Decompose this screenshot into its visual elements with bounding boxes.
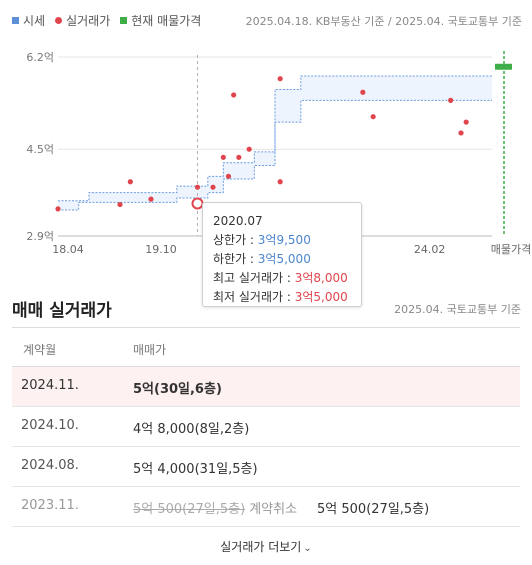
x-tick-label: 18.04 <box>52 243 84 256</box>
actual-price-point <box>220 154 226 160</box>
y-tick-label: 2.9억 <box>26 230 54 243</box>
section-title: 매매 실거래가 <box>12 301 112 321</box>
row-price: 4억 8,000(8일,2층) <box>133 422 250 437</box>
legend-item-market-price[interactable]: 시세 <box>12 12 45 29</box>
table-header: 계약월 매매가 <box>12 327 520 367</box>
tooltip-date: 2020.07 <box>213 214 263 228</box>
row-month: 2023.11. <box>21 498 79 513</box>
actual-price-point <box>448 97 454 103</box>
table-row[interactable]: 2024.11. 5억(30일,6층) <box>12 367 520 407</box>
actual-price-point <box>194 184 201 190</box>
chevron-down-icon: ⌄ <box>303 543 312 554</box>
actual-price-point <box>148 196 154 202</box>
actual-price-point <box>277 76 283 82</box>
row-price: 5억(30일,6층) <box>133 382 222 397</box>
legend-label-market-price: 시세 <box>23 14 46 28</box>
chart-tooltip: 2020.07 상한가 : 3억9,500 하한가 : 3억5,000 최고 실… <box>202 202 362 307</box>
tooltip-upper-row: 상한가 : 3억9,500 <box>213 231 352 250</box>
tooltip-min-value: 3억5,000 <box>294 290 348 304</box>
actual-price-point <box>231 92 237 98</box>
more-transactions-link[interactable]: 실거래가 더보기 ⌄ <box>0 538 532 555</box>
table-row[interactable]: 2024.10. 4억 8,000(8일,2층) <box>12 407 520 447</box>
row-month: 2024.08. <box>21 458 79 473</box>
tooltip-max-row: 최고 실거래가 : 3억8,000 <box>213 269 352 288</box>
legend-item-actual-price[interactable]: 실거래가 <box>55 12 110 29</box>
table-row-cancelled[interactable]: 2023.11. 5억 500(27일,5층) 계약취소 5억 500(27일,5층… <box>12 487 520 527</box>
cancelled-price: 5억 500(27일,5층) <box>133 502 246 517</box>
actual-price-point <box>458 130 464 136</box>
y-tick-label: 6.2억 <box>26 51 54 64</box>
actual-price-point <box>55 206 61 212</box>
row-month: 2024.10. <box>21 418 79 433</box>
more-transactions-label: 실거래가 더보기 <box>220 540 302 554</box>
transaction-table: 계약월 매매가 2024.11. 5억(30일,6층) 2024.10. 4억 … <box>12 327 520 527</box>
legend-swatch-listing-price <box>120 17 128 24</box>
legend-swatch-market-price <box>12 17 19 24</box>
section-source-note: 2025.04. 국토교통부 기준 <box>394 303 521 316</box>
actual-price-point <box>127 179 133 185</box>
actual-price-point <box>210 184 216 190</box>
row-price: 5억 4,000(31일,5층) <box>133 462 258 477</box>
tooltip-lower-row: 하한가 : 3억5,000 <box>213 250 352 269</box>
row-price: 5억 500(27일,5층) <box>317 502 430 517</box>
market-price-lower-line <box>58 99 492 211</box>
actual-price-point <box>463 119 469 125</box>
actual-price-point <box>225 173 232 179</box>
chart-source-note: 2025.04.18. KB부동산 기준 / 2025.04. 국토교통부 기준 <box>245 15 522 28</box>
x-end-label: 매물가격 <box>491 243 531 256</box>
actual-price-point <box>277 179 283 185</box>
actual-price-point <box>236 154 242 160</box>
header-sale-price: 매매가 <box>133 343 167 357</box>
actual-price-point <box>117 201 123 208</box>
y-tick-label: 4.5억 <box>26 143 54 156</box>
price-chart[interactable]: 6.2억 4.5억 2.9억 18.04 19.10 24.02 매물가격 <box>0 35 532 260</box>
legend-swatch-actual-price <box>55 17 63 24</box>
chart-legend-row: 시세 실거래가 현재 매물가격 2025.04.18. KB부동산 기준 / 2… <box>12 12 522 30</box>
legend-label-actual-price: 실거래가 <box>66 14 111 28</box>
tooltip-max-label: 최고 실거래가 : <box>213 271 295 285</box>
tooltip-lower-label: 하한가 : <box>213 252 258 266</box>
tooltip-lower-value: 3억5,000 <box>257 252 311 266</box>
tooltip-max-value: 3억8,000 <box>294 271 348 285</box>
actual-price-point <box>360 89 366 95</box>
hovered-point-marker <box>191 197 204 210</box>
table-row[interactable]: 2024.08. 5억 4,000(31일,5층) <box>12 447 520 487</box>
market-price-band <box>58 75 492 210</box>
tooltip-upper-value: 3억9,500 <box>257 233 311 247</box>
tooltip-min-row: 최저 실거래가 : 3억5,000 <box>213 288 352 307</box>
header-contract-month: 계약월 <box>23 343 57 357</box>
chart-legend: 시세 실거래가 현재 매물가격 <box>12 12 211 29</box>
actual-price-point <box>370 114 376 120</box>
tooltip-upper-label: 상한가 : <box>213 233 258 247</box>
x-tick-label: 19.10 <box>145 243 177 256</box>
current-listing-bar <box>495 63 512 70</box>
market-price-upper-line <box>58 75 492 202</box>
x-tick-label: 24.02 <box>414 243 446 256</box>
tooltip-min-label: 최저 실거래가 : <box>213 290 295 304</box>
row-month: 2024.11. <box>21 378 79 393</box>
legend-label-listing-price: 현재 매물가격 <box>131 14 202 28</box>
cancel-tag: 계약취소 <box>249 502 298 517</box>
row-price-cancelled: 5억 500(27일,5층) 계약취소 5억 500(27일,5층) <box>133 498 429 517</box>
actual-price-point <box>246 146 252 152</box>
legend-item-listing-price[interactable]: 현재 매물가격 <box>120 12 201 29</box>
